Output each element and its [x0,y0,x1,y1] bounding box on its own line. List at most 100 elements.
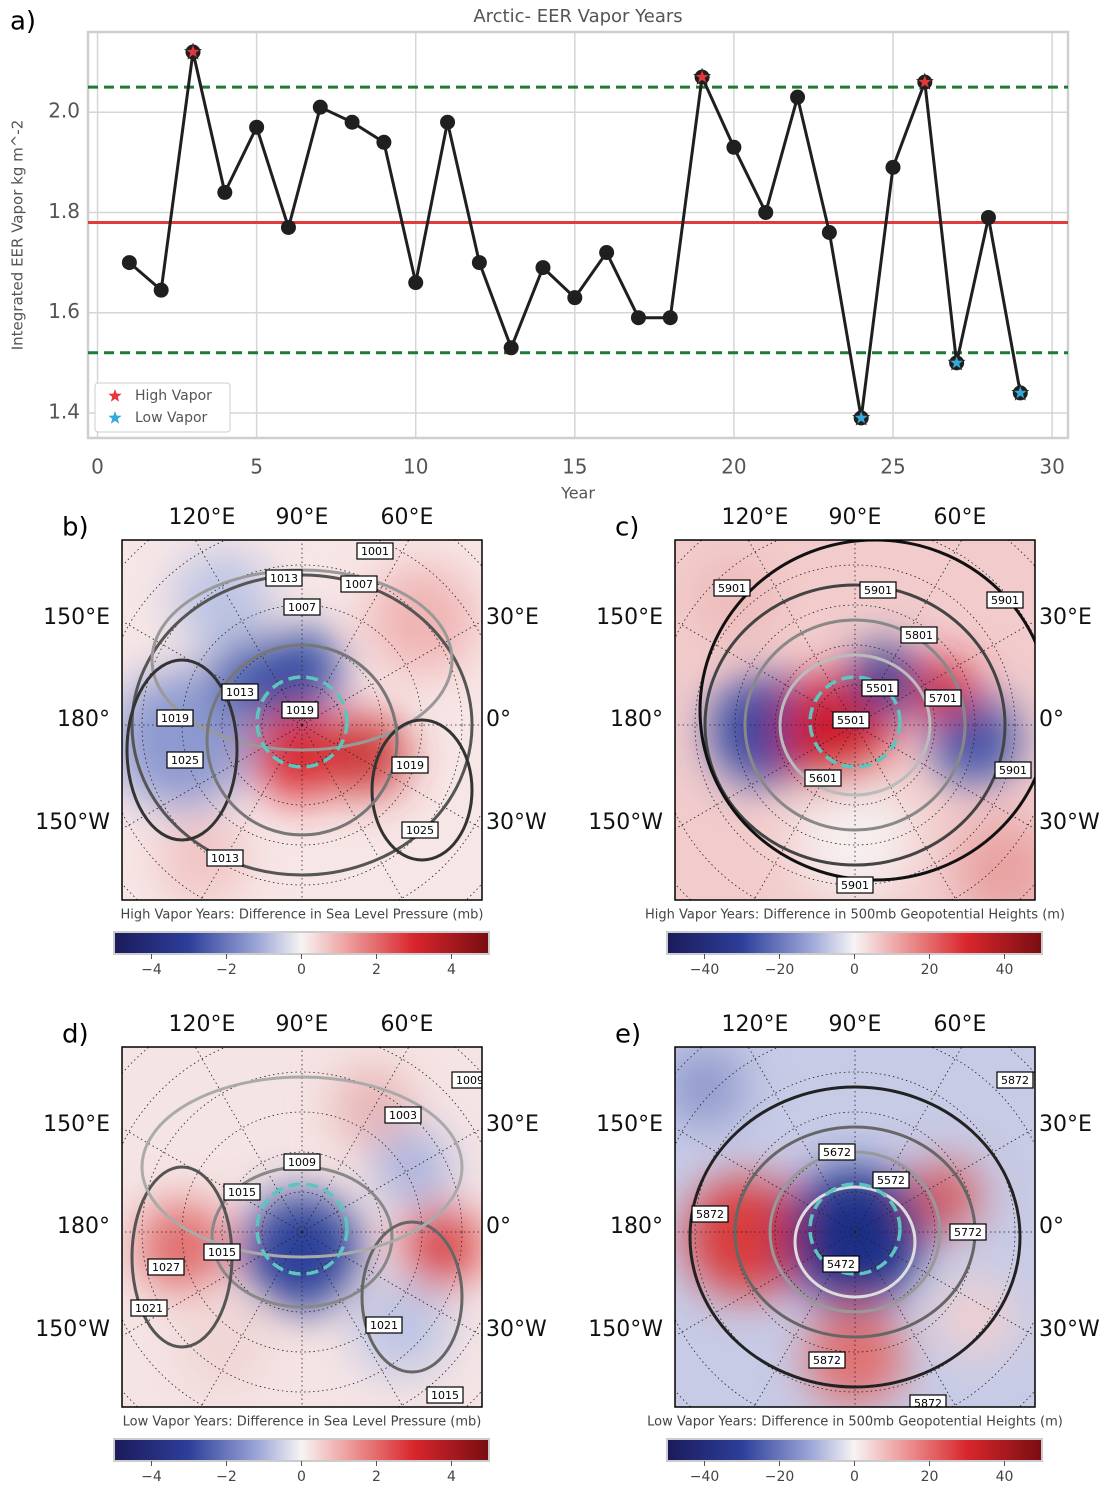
contour-label: 1019 [161,712,189,725]
contour-label-box [221,683,259,701]
contour-line [688,1085,1022,1389]
meridian [301,620,482,726]
contour-label-box [822,1255,860,1273]
data-point [980,209,996,225]
contour-label: 1015 [228,1186,256,1199]
data-point [821,224,837,240]
y-tick-label: 2.0 [48,99,80,123]
panel-label: a) [10,7,36,37]
contour-label: 1025 [171,754,199,767]
field-blob [675,1047,745,1127]
map-frame [674,539,1036,901]
latitude-circle [694,1071,1016,1393]
longitude-label: 30°E [1039,1112,1092,1137]
longitude-label: 150°E [43,605,110,630]
latitude-circle [814,684,896,766]
colorbar-tick-label: −4 [141,962,162,978]
colorbar-tick-label: 0 [850,1469,859,1485]
longitude-label: 150°E [596,605,663,630]
data-point [630,310,646,326]
colorbar [113,1438,490,1462]
longitude-label: 60°E [381,1012,434,1037]
contour-label-box [994,761,1032,779]
longitude-label: 120°E [722,505,789,530]
map-area: 1009 1003 1009 1015 1015 1027 1021 1021 1015 [122,1047,482,1407]
contour-label: 5872 [914,1397,942,1410]
longitude-label: 150°W [35,810,110,835]
colorbar-label: Low Vapor Years: Difference in Sea Level… [123,1415,482,1430]
contour-label-box [401,821,439,839]
colorbar-tick-label: −20 [765,962,795,978]
latitude-circle [141,1071,463,1393]
longitude-label: 180° [610,1214,663,1239]
contour-label-box [872,1171,910,1189]
contour-label-box [924,689,962,707]
region-outline [255,1182,349,1276]
contour-label-box [832,711,870,729]
contour-label: 5872 [1001,1074,1029,1087]
field-blob [805,1307,905,1407]
contour-label: 5901 [718,582,746,595]
longitude-label: 30°E [486,605,539,630]
meridian [854,1231,1035,1337]
meridian [122,1231,303,1337]
contour-label-box [909,1394,947,1407]
data-point [312,99,328,115]
longitude-label: 90°E [276,1012,329,1037]
field-blob [172,550,272,650]
contour-line [205,643,399,837]
longitude-label: 90°E [829,1012,882,1037]
data-point [758,204,774,220]
latitude-circle [141,564,463,886]
meridian [747,540,856,726]
field-blob [795,780,915,900]
meridian [301,724,404,900]
colorbar-tick-label: −40 [690,962,720,978]
highlight-star [184,42,202,60]
meridian [122,724,303,830]
colorbar [666,1438,1043,1462]
contour-label: 1009 [288,1156,316,1169]
x-tick-label: 20 [721,455,746,479]
field-blob [690,555,780,645]
contour-label-box [340,575,378,593]
contour-label-box [986,591,1024,609]
colorbar-tick-label: 40 [996,1469,1014,1485]
meridian [301,1047,410,1233]
contour-line [703,583,1007,867]
colorbar-tick-label: −4 [141,1469,162,1485]
contour-label: 1015 [431,1389,459,1402]
highlight-star [947,353,966,371]
meridian [675,620,856,726]
contour-label: 1013 [226,686,254,699]
field-blob [910,1162,980,1232]
longitude-label: 120°E [722,1012,789,1037]
contour-label: 1007 [288,601,316,614]
meridian [675,1127,856,1233]
latitude-circle [734,604,976,846]
colorbar-tick-label: 40 [996,962,1014,978]
y-tick-label: 1.6 [48,299,80,323]
contour-label-box [283,1153,321,1171]
contour-label: 5872 [696,1208,724,1221]
meridian [854,724,957,900]
y-tick-label: 1.8 [48,199,80,223]
colorbar-label: High Vapor Years: Difference in 500mb Ge… [645,908,1065,923]
contour-label-box [206,849,244,867]
contour-label-box [804,769,842,787]
contour-label-box [223,1183,261,1201]
contour-line [698,540,1035,882]
latitude-circle [261,684,343,766]
contour-label: 5501 [866,682,894,695]
legend-marker [108,411,122,424]
contour-label: 1015 [208,1246,236,1259]
field-blob [157,815,247,900]
contour-label-box [130,1299,168,1317]
contour-label: 5801 [905,629,933,642]
latitude-circle [814,1191,896,1273]
contour-label: 1021 [135,1302,163,1315]
contour-label: 1013 [270,572,298,585]
data-point [121,255,137,271]
field-blob [242,1192,362,1312]
